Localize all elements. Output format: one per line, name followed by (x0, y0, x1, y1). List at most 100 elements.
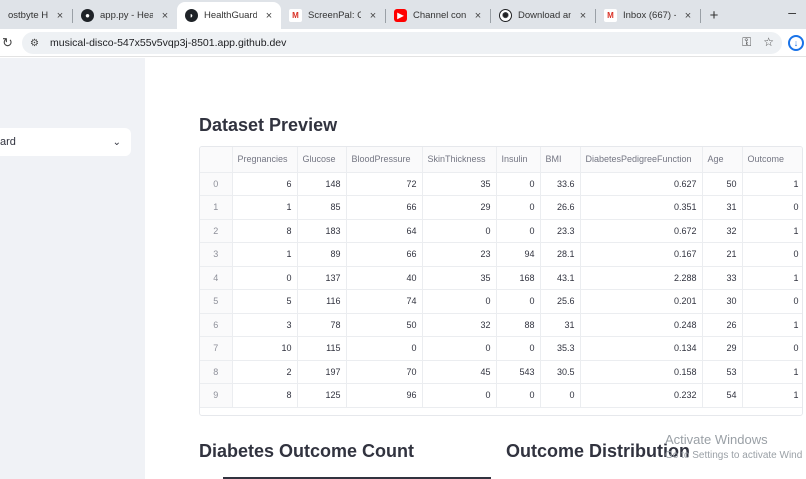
column-header[interactable]: Glucose (297, 147, 347, 173)
table-cell[interactable]: 8 (232, 219, 298, 243)
table-cell[interactable]: 53 (702, 360, 743, 384)
table-cell[interactable]: 125 (297, 383, 347, 408)
table-cell[interactable]: 183 (297, 219, 347, 243)
table-cell[interactable]: 1 (742, 219, 802, 243)
table-cell[interactable]: 116 (297, 289, 347, 314)
table-cell[interactable]: 30 (702, 289, 743, 314)
table-cell[interactable]: 66 (346, 242, 423, 267)
table-cell[interactable]: 0.232 (580, 383, 703, 408)
table-cell[interactable]: 31 (540, 313, 581, 337)
column-header[interactable]: BMI (540, 147, 581, 173)
table-cell[interactable]: 43.1 (540, 266, 581, 290)
table-cell[interactable]: 6 (232, 172, 298, 196)
table-cell[interactable]: 543 (496, 360, 541, 384)
table-cell[interactable]: 0 (422, 336, 497, 361)
table-cell[interactable]: 0 (496, 289, 541, 314)
table-cell[interactable]: 74 (346, 289, 423, 314)
table-cell[interactable]: 0 (496, 195, 541, 220)
close-icon[interactable]: × (265, 9, 273, 22)
tab-screenpal[interactable]: M ScreenPal: Confi × (281, 2, 385, 29)
table-cell[interactable]: 0 (742, 289, 802, 314)
table-cell[interactable]: 29 (702, 336, 743, 361)
table-cell[interactable]: 5 (232, 289, 298, 314)
table-cell[interactable]: 0 (540, 383, 581, 408)
table-cell[interactable]: 197 (297, 360, 347, 384)
table-cell[interactable]: 88 (496, 313, 541, 337)
download-icon[interactable]: ↓ (788, 35, 804, 51)
reload-icon[interactable]: ↻ (2, 34, 13, 50)
table-cell[interactable]: 35 (422, 266, 497, 290)
table-cell[interactable]: 32 (702, 219, 743, 243)
close-icon[interactable]: × (579, 9, 587, 22)
table-cell[interactable]: 0.248 (580, 313, 703, 337)
table-cell[interactable]: 85 (297, 195, 347, 220)
column-header[interactable]: Pregnancies (232, 147, 298, 173)
address-bar[interactable]: ⚙ musical-disco-547x55v5vqp3j-8501.app.g… (22, 32, 782, 54)
table-row[interactable]: 3 1 89 66 23 94 28.1 0.167 21 0 (200, 242, 802, 267)
table-cell[interactable]: 0.167 (580, 242, 703, 267)
table-cell[interactable]: 0 (496, 172, 541, 196)
table-cell[interactable]: 0.672 (580, 219, 703, 243)
table-cell[interactable]: 89 (297, 242, 347, 267)
table-cell[interactable]: 29 (422, 195, 497, 220)
table-cell[interactable]: 72 (346, 172, 423, 196)
table-cell[interactable]: 78 (297, 313, 347, 337)
table-row[interactable]: 4 0 137 40 35 168 43.1 2.288 33 1 (200, 266, 802, 290)
table-cell[interactable]: 1 (742, 360, 802, 384)
table-cell[interactable]: 28.1 (540, 242, 581, 267)
table-cell[interactable]: 2.288 (580, 266, 703, 290)
table-cell[interactable]: 0.351 (580, 195, 703, 220)
table-cell[interactable]: 64 (346, 219, 423, 243)
table-cell[interactable]: 33 (702, 266, 743, 290)
table-cell[interactable]: 0 (742, 195, 802, 220)
table-cell[interactable]: 0 (496, 219, 541, 243)
tab-download[interactable]: ✺ Download and l × (491, 2, 595, 29)
column-header[interactable]: DiabetesPedigreeFunction (580, 147, 703, 173)
table-cell[interactable]: 25.6 (540, 289, 581, 314)
table-cell[interactable]: 137 (297, 266, 347, 290)
table-cell[interactable]: 2 (232, 360, 298, 384)
table-cell[interactable]: 70 (346, 360, 423, 384)
table-cell[interactable]: 10 (232, 336, 298, 361)
table-cell[interactable]: 0.134 (580, 336, 703, 361)
table-cell[interactable]: 115 (297, 336, 347, 361)
tab-channel-content[interactable]: ▶ Channel conten × (386, 2, 490, 29)
table-row[interactable]: 0 6 148 72 35 0 33.6 0.627 50 1 (200, 172, 802, 196)
table-cell[interactable]: 0 (496, 336, 541, 361)
table-cell[interactable]: 35.3 (540, 336, 581, 361)
table-row[interactable]: 7 10 115 0 0 0 35.3 0.134 29 0 (200, 336, 802, 361)
table-cell[interactable]: 30.5 (540, 360, 581, 384)
table-cell[interactable]: 0 (742, 242, 802, 267)
table-cell[interactable]: 32 (422, 313, 497, 337)
url-text[interactable]: musical-disco-547x55v5vqp3j-8501.app.git… (50, 37, 287, 49)
table-cell[interactable]: 23 (422, 242, 497, 267)
column-header[interactable]: Insulin (496, 147, 541, 173)
table-cell[interactable]: 35 (422, 172, 497, 196)
table-cell[interactable]: 1 (742, 383, 802, 408)
table-cell[interactable]: 0 (346, 336, 423, 361)
table-cell[interactable]: 0.158 (580, 360, 703, 384)
minimize-button[interactable]: – (788, 4, 796, 20)
table-cell[interactable]: 96 (346, 383, 423, 408)
table-cell[interactable]: 168 (496, 266, 541, 290)
table-cell[interactable]: 26.6 (540, 195, 581, 220)
table-cell[interactable]: 50 (702, 172, 743, 196)
table-cell[interactable]: 21 (702, 242, 743, 267)
table-cell[interactable]: 0 (422, 289, 497, 314)
table-cell[interactable]: 0 (232, 266, 298, 290)
close-icon[interactable]: × (56, 9, 64, 22)
table-cell[interactable]: 23.3 (540, 219, 581, 243)
table-cell[interactable]: 1 (742, 172, 802, 196)
table-cell[interactable]: 1 (742, 266, 802, 290)
table-cell[interactable]: 54 (702, 383, 743, 408)
table-cell[interactable]: 40 (346, 266, 423, 290)
close-icon[interactable]: × (474, 9, 482, 22)
table-cell[interactable]: 1 (232, 242, 298, 267)
dataset-table[interactable]: Pregnancies Glucose BloodPressure SkinTh… (199, 146, 803, 416)
tab-hackathon[interactable]: ostbyte Hacka × (0, 2, 72, 29)
column-header[interactable]: Age (702, 147, 743, 173)
table-cell[interactable]: 0.201 (580, 289, 703, 314)
table-cell[interactable]: 50 (346, 313, 423, 337)
table-cell[interactable]: 0 (742, 336, 802, 361)
table-row[interactable]: 9 8 125 96 0 0 0 0.232 54 1 (200, 383, 802, 408)
